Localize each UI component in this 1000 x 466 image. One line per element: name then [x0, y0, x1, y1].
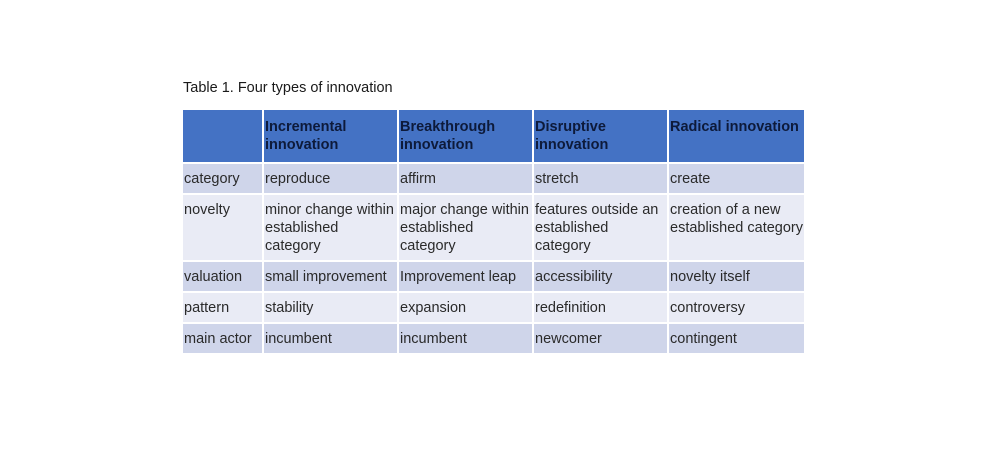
table-cell: major change within established category — [398, 194, 534, 262]
table-cell: creation of a new established category — [668, 194, 804, 262]
header-row: Incremental innovation Breakthrough inno… — [183, 110, 804, 164]
table-cell: features outside an established category — [533, 194, 669, 262]
table-row-valuation: valuation small improvement Improvement … — [183, 261, 804, 293]
row-label: main actor — [183, 323, 264, 355]
table-cell: stretch — [533, 163, 669, 195]
row-label: novelty — [183, 194, 264, 262]
header-radical: Radical innovation — [668, 110, 804, 164]
table-cell: minor change within established category — [263, 194, 399, 262]
table-cell: Improvement leap — [398, 261, 534, 293]
table-row-category: category reproduce affirm stretch create — [183, 163, 804, 195]
row-label: category — [183, 163, 264, 195]
header-incremental: Incremental innovation — [263, 110, 399, 164]
table-row-main-actor: main actor incumbent incumbent newcomer … — [183, 323, 804, 355]
table-cell: controversy — [668, 292, 804, 324]
table-cell: contingent — [668, 323, 804, 355]
table-cell: affirm — [398, 163, 534, 195]
table-caption: Table 1. Four types of innovation — [183, 80, 393, 96]
table-cell: incumbent — [263, 323, 399, 355]
table-row-novelty: novelty minor change within established … — [183, 194, 804, 262]
header-disruptive: Disruptive innovation — [533, 110, 669, 164]
table-cell: novelty itself — [668, 261, 804, 293]
table-cell: small improvement — [263, 261, 399, 293]
header-breakthrough: Breakthrough innovation — [398, 110, 534, 164]
table-cell: accessibility — [533, 261, 669, 293]
row-label: valuation — [183, 261, 264, 293]
innovation-types-table: Incremental innovation Breakthrough inno… — [183, 110, 804, 355]
header-cell-empty — [183, 110, 264, 164]
table-cell: create — [668, 163, 804, 195]
table-cell: stability — [263, 292, 399, 324]
table-cell: incumbent — [398, 323, 534, 355]
table-cell: newcomer — [533, 323, 669, 355]
table-cell: expansion — [398, 292, 534, 324]
table-cell: redefinition — [533, 292, 669, 324]
table-row-pattern: pattern stability expansion redefinition… — [183, 292, 804, 324]
table-cell: reproduce — [263, 163, 399, 195]
row-label: pattern — [183, 292, 264, 324]
